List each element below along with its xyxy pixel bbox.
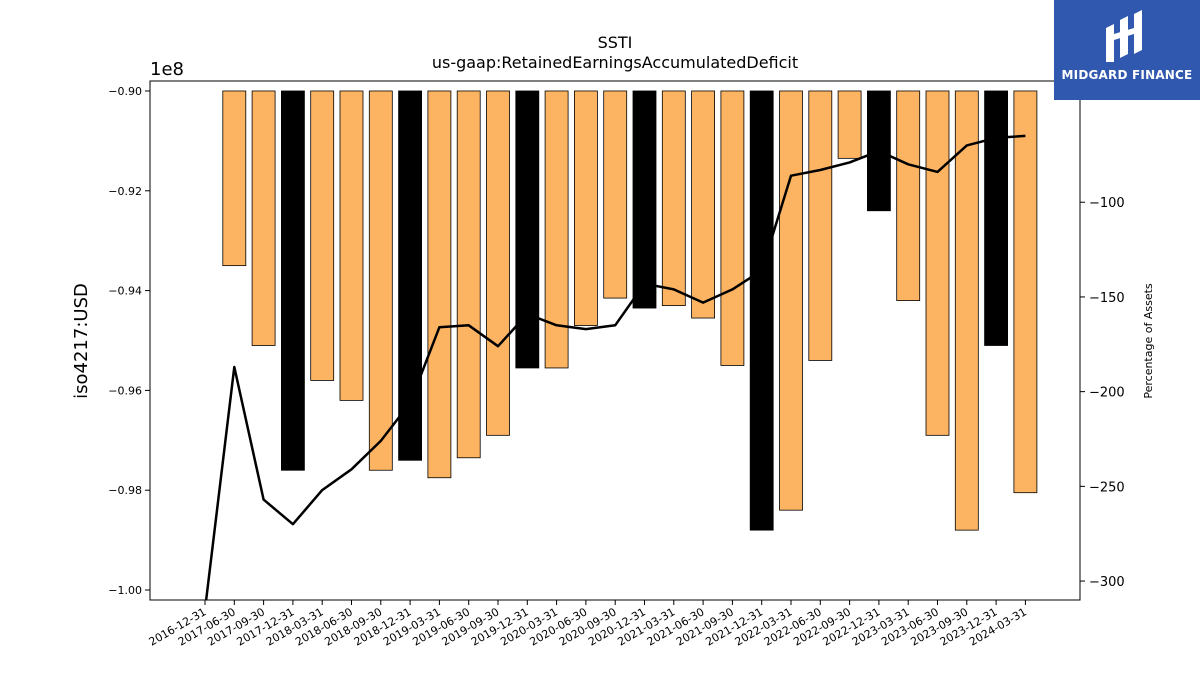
text-layer: SSTI us-gaap:RetainedEarningsAccumulated… [71, 33, 1155, 399]
y2-tick-label: −100 [1089, 196, 1125, 211]
bar-2018-06-30 [339, 90, 364, 401]
bar-2023-09-30 [954, 90, 979, 531]
midgard-finance-logo: MIDGARD FINANCE [1054, 0, 1200, 100]
bar-2024-03-31 [1013, 90, 1038, 494]
bars-layer [222, 90, 1038, 531]
bar-2019-09-30 [486, 90, 510, 436]
bar-2020-09-30 [603, 90, 628, 299]
bar-2021-06-30 [691, 90, 715, 319]
chart-title: SSTI [598, 33, 633, 52]
y-tick-label: −0.90 [108, 85, 142, 98]
y2-tick-label: −300 [1089, 575, 1125, 590]
bar-2022-09-30 [837, 90, 862, 159]
bar-2022-06-30 [808, 90, 833, 361]
bar-2021-09-30 [720, 90, 745, 366]
bar-2020-06-30 [574, 90, 598, 326]
bar-2021-12-31 [749, 90, 774, 531]
y2-tick-label: −200 [1089, 386, 1125, 401]
bar-2018-12-31 [398, 90, 423, 461]
bar-2019-06-30 [456, 90, 481, 459]
bar-2023-12-31 [984, 90, 1008, 346]
bar-2017-06-30 [222, 90, 247, 267]
bar-2020-03-31 [544, 90, 569, 369]
midgard-logo-icon [1106, 10, 1142, 62]
y-axis-label: iso4217:USD [71, 283, 92, 399]
bar-2017-12-31 [280, 90, 305, 471]
bar-2023-06-30 [925, 90, 950, 436]
y-tick-label: −1.00 [108, 584, 142, 597]
chart-subtitle: us-gaap:RetainedEarningsAccumulatedDefic… [432, 53, 798, 72]
y-tick-label: −0.94 [108, 285, 142, 298]
bar-2019-12-31 [515, 90, 540, 369]
line-layer [204, 134, 1026, 600]
y-tick-label: −0.98 [108, 484, 142, 497]
percentage-of-assets-line [204, 134, 1026, 600]
bar-2022-03-31 [779, 90, 803, 511]
logo-text: MIDGARD FINANCE [1061, 68, 1193, 82]
y-tick-label: −0.96 [108, 384, 142, 397]
y2-tick-label: −150 [1089, 291, 1125, 306]
bar-2018-09-30 [368, 90, 393, 471]
bar-2017-09-30 [251, 90, 276, 346]
bar-2020-12-31 [632, 90, 657, 309]
bar-2021-03-31 [661, 90, 686, 306]
bar-2018-03-31 [310, 90, 335, 381]
bar-2019-03-31 [427, 90, 452, 479]
y-tick-label: −0.92 [108, 185, 142, 198]
y2-axis-label: Percentage of Assets [1142, 283, 1155, 399]
bar-2023-03-31 [896, 90, 921, 301]
y2-tick-label: −250 [1089, 480, 1125, 495]
y-offset-label: 1e8 [150, 59, 184, 80]
